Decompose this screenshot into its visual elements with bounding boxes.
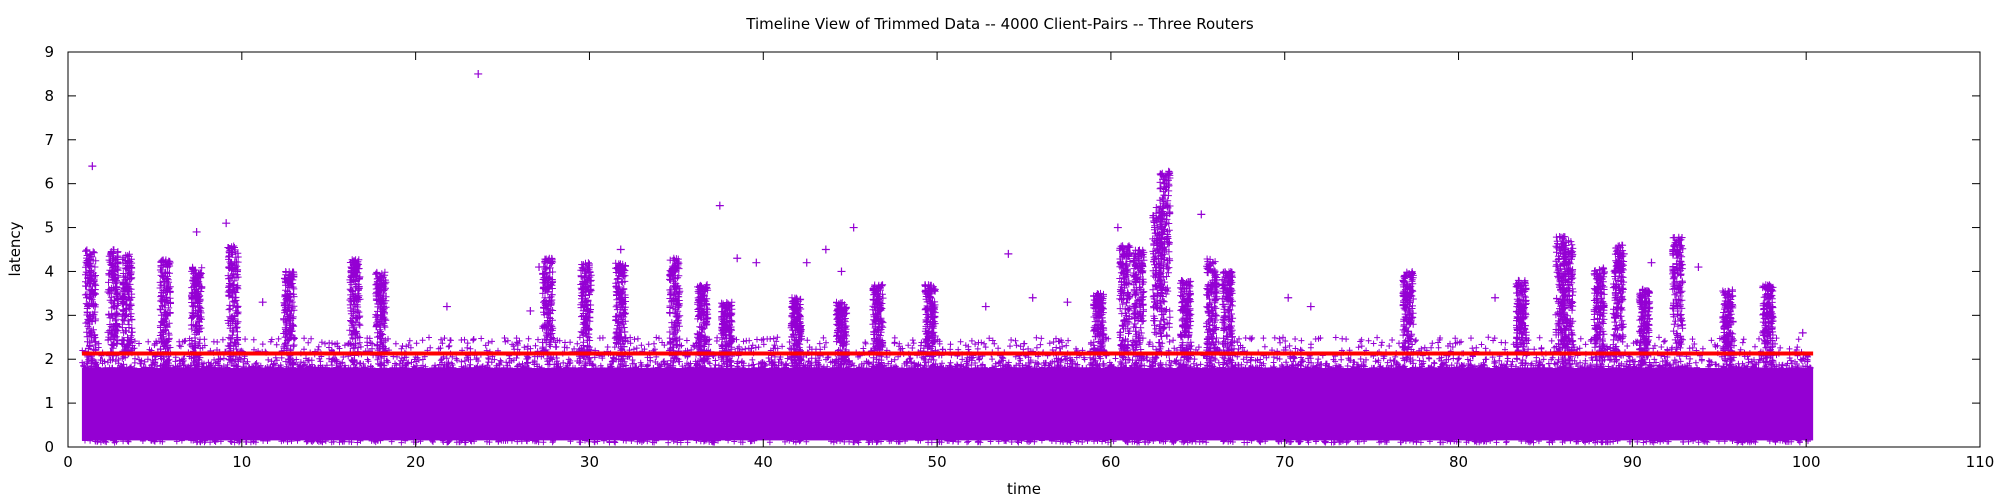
outlier-point (733, 254, 742, 263)
outlier-point (1113, 223, 1122, 232)
scatter-points (79, 167, 1814, 446)
outlier-point (981, 302, 990, 311)
outlier-point (1284, 293, 1293, 302)
x-tick-label: 60 (1101, 453, 1120, 471)
outlier-point (1028, 293, 1037, 302)
x-axis-title: time (1007, 480, 1041, 498)
y-tick-label: 6 (44, 175, 54, 193)
outlier-point (1159, 175, 1168, 184)
x-tick-label: 10 (232, 453, 251, 471)
outlier-point (1647, 258, 1656, 267)
y-axis-title: latency (6, 221, 24, 276)
outlier-point (535, 263, 544, 272)
x-tick-label: 80 (1449, 453, 1468, 471)
y-tick-label: 0 (44, 438, 54, 456)
outlier-point (1197, 210, 1206, 219)
outlier-point (715, 201, 724, 210)
chart-title: Timeline View of Trimmed Data -- 4000 Cl… (745, 15, 1254, 33)
outlier-point (802, 258, 811, 267)
outlier-point (1491, 293, 1500, 302)
y-tick-label: 5 (44, 219, 54, 237)
y-tick-label: 8 (44, 87, 54, 105)
x-tick-label: 40 (754, 453, 773, 471)
y-tick-label: 3 (44, 306, 54, 324)
x-tick-label: 70 (1275, 453, 1294, 471)
outlier-point (1004, 249, 1013, 258)
x-tick-label: 100 (1792, 453, 1821, 471)
outlier-point (1694, 263, 1703, 272)
outlier-point (1619, 249, 1628, 258)
x-tick-label: 50 (928, 453, 947, 471)
y-tick-label: 4 (44, 262, 54, 280)
x-tick-label: 30 (580, 453, 599, 471)
y-tick-label: 2 (44, 350, 54, 368)
axes: 0 10 20 30 40 50 60 70 80 90 100 110 0 1 2 3 4 5 6 7 8 9 (44, 43, 1994, 471)
x-tick-label: 20 (406, 453, 425, 471)
outlier-point (1798, 328, 1807, 337)
outlier-point (821, 245, 830, 254)
outlier-point (88, 162, 97, 171)
outlier-point (837, 267, 846, 276)
outlier-point (192, 227, 201, 236)
outlier-point (526, 306, 535, 315)
plot-area (79, 69, 1814, 446)
x-tick-label: 110 (1966, 453, 1995, 471)
plot-frame (67, 51, 1981, 448)
outlier-point (1157, 170, 1166, 179)
x-tick-label: 90 (1623, 453, 1642, 471)
outlier-point (258, 298, 267, 307)
y-tick-label: 7 (44, 131, 54, 149)
outlier-point (752, 258, 761, 267)
outlier-point (1063, 298, 1072, 307)
y-tick-label: 1 (44, 394, 54, 412)
outlier-point (442, 302, 451, 311)
y-tick-label: 9 (44, 43, 54, 61)
outlier-point (616, 245, 625, 254)
outlier-point (474, 69, 483, 78)
outlier-point (849, 223, 858, 232)
dense-point-band (81, 368, 1814, 441)
x-tick-label: 0 (63, 453, 73, 471)
outlier-point (222, 219, 231, 228)
outlier-point (1306, 302, 1315, 311)
